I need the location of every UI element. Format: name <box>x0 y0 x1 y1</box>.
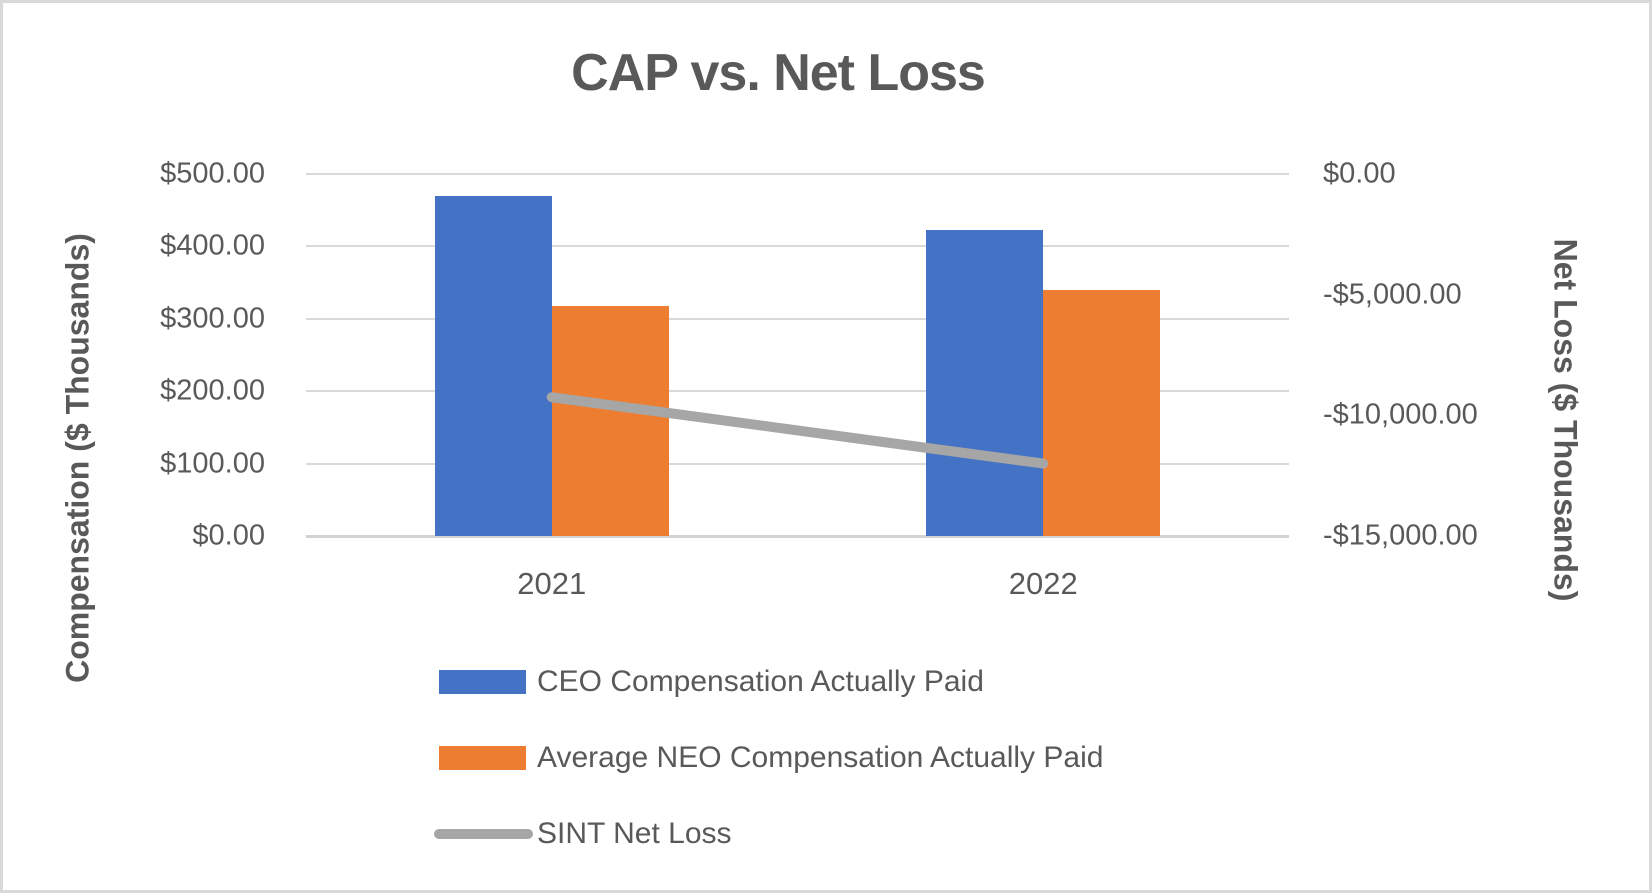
right-axis-title: Net Loss ($ Thousands) <box>1547 238 1584 602</box>
left-axis-tick-label: $200.00 <box>160 374 265 407</box>
legend-item: SINT Net Loss <box>3 816 1649 852</box>
right-axis-tick-label: -$15,000.00 <box>1323 519 1478 552</box>
left-axis-tick-label: $400.00 <box>160 229 265 262</box>
gridline <box>306 317 1289 320</box>
right-axis-tick-label: -$5,000.00 <box>1323 278 1462 311</box>
right-axis-tick-label: -$10,000.00 <box>1323 398 1478 431</box>
bar-ceo-cap-2021 <box>434 195 552 536</box>
gridline <box>306 462 1289 465</box>
legend-label: CEO Compensation Actually Paid <box>537 665 984 698</box>
left-axis-tick-label: $300.00 <box>160 302 265 335</box>
plot-area <box>306 173 1289 538</box>
net-loss-line <box>546 392 1049 469</box>
legend-label: Average NEO Compensation Actually Paid <box>537 741 1104 774</box>
chart-title: CAP vs. Net Loss <box>571 44 986 102</box>
left-axis-tick-label: $100.00 <box>160 447 265 480</box>
bar-avg-neo-cap-2022 <box>1043 289 1161 536</box>
left-axis-tick-label: $500.00 <box>160 157 265 190</box>
legend-bar-swatch <box>439 746 526 770</box>
gridline <box>306 173 1289 175</box>
legend-item: Average NEO Compensation Actually Paid <box>3 740 1649 776</box>
legend-item: CEO Compensation Actually Paid <box>3 664 1649 700</box>
legend-label: SINT Net Loss <box>537 817 732 850</box>
legend-line-swatch <box>434 829 533 839</box>
category-label-2021: 2021 <box>517 566 587 601</box>
net-loss-line-layer <box>546 392 1049 469</box>
right-axis-tick-label: $0.00 <box>1323 157 1396 190</box>
legend-bar-swatch <box>439 670 526 694</box>
bar-ceo-cap-2022 <box>926 229 1044 536</box>
category-label-2022: 2022 <box>1008 566 1078 601</box>
category-axis-line <box>306 535 1289 538</box>
gridline <box>306 245 1289 248</box>
left-axis-tick-label: $0.00 <box>192 519 265 552</box>
gridline <box>306 390 1289 393</box>
bar-avg-neo-cap-2021 <box>551 305 669 536</box>
